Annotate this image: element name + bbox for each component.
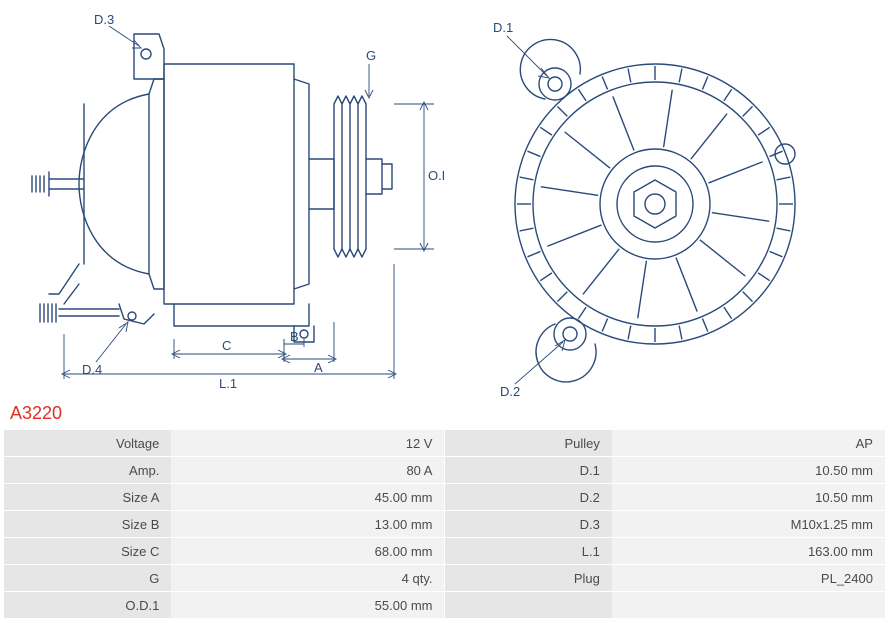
- spec-label: [445, 592, 612, 618]
- spec-value: 45.00 mm: [171, 484, 444, 510]
- page-container: D.3 D.4 G O.D.1 L.1 C B A: [0, 0, 889, 623]
- spec-row: D.210.50 mm: [445, 484, 886, 511]
- spec-row: PulleyAP: [445, 430, 886, 457]
- spec-value: 13.00 mm: [171, 511, 444, 537]
- spec-label: D.2: [445, 484, 612, 510]
- spec-value: [612, 592, 885, 618]
- spec-label: Plug: [445, 565, 612, 591]
- spec-value: M10x1.25 mm: [612, 511, 885, 537]
- spec-row: Size B13.00 mm: [4, 511, 445, 538]
- spec-label: Voltage: [4, 430, 171, 456]
- spec-row: Size C68.00 mm: [4, 538, 445, 565]
- label-g: G: [366, 48, 376, 63]
- spec-value: 4 qty.: [171, 565, 444, 591]
- spec-row: D.3M10x1.25 mm: [445, 511, 886, 538]
- spec-row: D.110.50 mm: [445, 457, 886, 484]
- spec-row: O.D.155.00 mm: [4, 592, 445, 619]
- label-d3: D.3: [94, 12, 114, 27]
- spec-value: 12 V: [171, 430, 444, 456]
- spec-col-left: Voltage12 VAmp.80 ASize A45.00 mmSize B1…: [4, 430, 445, 619]
- label-a: A: [314, 360, 323, 375]
- spec-label: O.D.1: [4, 592, 171, 618]
- spec-label: G: [4, 565, 171, 591]
- diagram-row: D.3 D.4 G O.D.1 L.1 C B A: [4, 4, 885, 399]
- spec-value: 163.00 mm: [612, 538, 885, 564]
- spec-value: 80 A: [171, 457, 444, 483]
- spec-row: Amp.80 A: [4, 457, 445, 484]
- label-d4: D.4: [82, 362, 102, 377]
- label-c: C: [222, 338, 231, 353]
- spec-value: PL_2400: [612, 565, 885, 591]
- label-d1: D.1: [493, 20, 513, 35]
- spec-value: 10.50 mm: [612, 457, 885, 483]
- spec-row: PlugPL_2400: [445, 565, 886, 592]
- spec-label: D.1: [445, 457, 612, 483]
- part-number: A3220: [10, 403, 885, 424]
- label-b: B: [290, 329, 299, 344]
- spec-value: 68.00 mm: [171, 538, 444, 564]
- spec-row: [445, 592, 886, 619]
- spec-label: Amp.: [4, 457, 171, 483]
- diagram-side-view: D.3 D.4 G O.D.1 L.1 C B A: [4, 4, 445, 399]
- spec-label: Pulley: [445, 430, 612, 456]
- spec-value: AP: [612, 430, 885, 456]
- spec-label: Size A: [4, 484, 171, 510]
- spec-col-right: PulleyAPD.110.50 mmD.210.50 mmD.3M10x1.2…: [445, 430, 886, 619]
- spec-row: L.1163.00 mm: [445, 538, 886, 565]
- spec-label: L.1: [445, 538, 612, 564]
- spec-table: Voltage12 VAmp.80 ASize A45.00 mmSize B1…: [4, 430, 885, 619]
- diagram-front-view: D.1 D.2: [445, 4, 886, 399]
- spec-row: Size A45.00 mm: [4, 484, 445, 511]
- spec-label: Size B: [4, 511, 171, 537]
- spec-label: Size C: [4, 538, 171, 564]
- label-l1: L.1: [219, 376, 237, 391]
- front-view-svg: D.1 D.2: [445, 4, 885, 399]
- spec-label: D.3: [445, 511, 612, 537]
- spec-row: Voltage12 V: [4, 430, 445, 457]
- label-d2: D.2: [500, 384, 520, 399]
- label-od1: O.D.1: [428, 168, 444, 183]
- spec-value: 10.50 mm: [612, 484, 885, 510]
- spec-value: 55.00 mm: [171, 592, 444, 618]
- side-view-svg: D.3 D.4 G O.D.1 L.1 C B A: [4, 4, 444, 399]
- spec-row: G4 qty.: [4, 565, 445, 592]
